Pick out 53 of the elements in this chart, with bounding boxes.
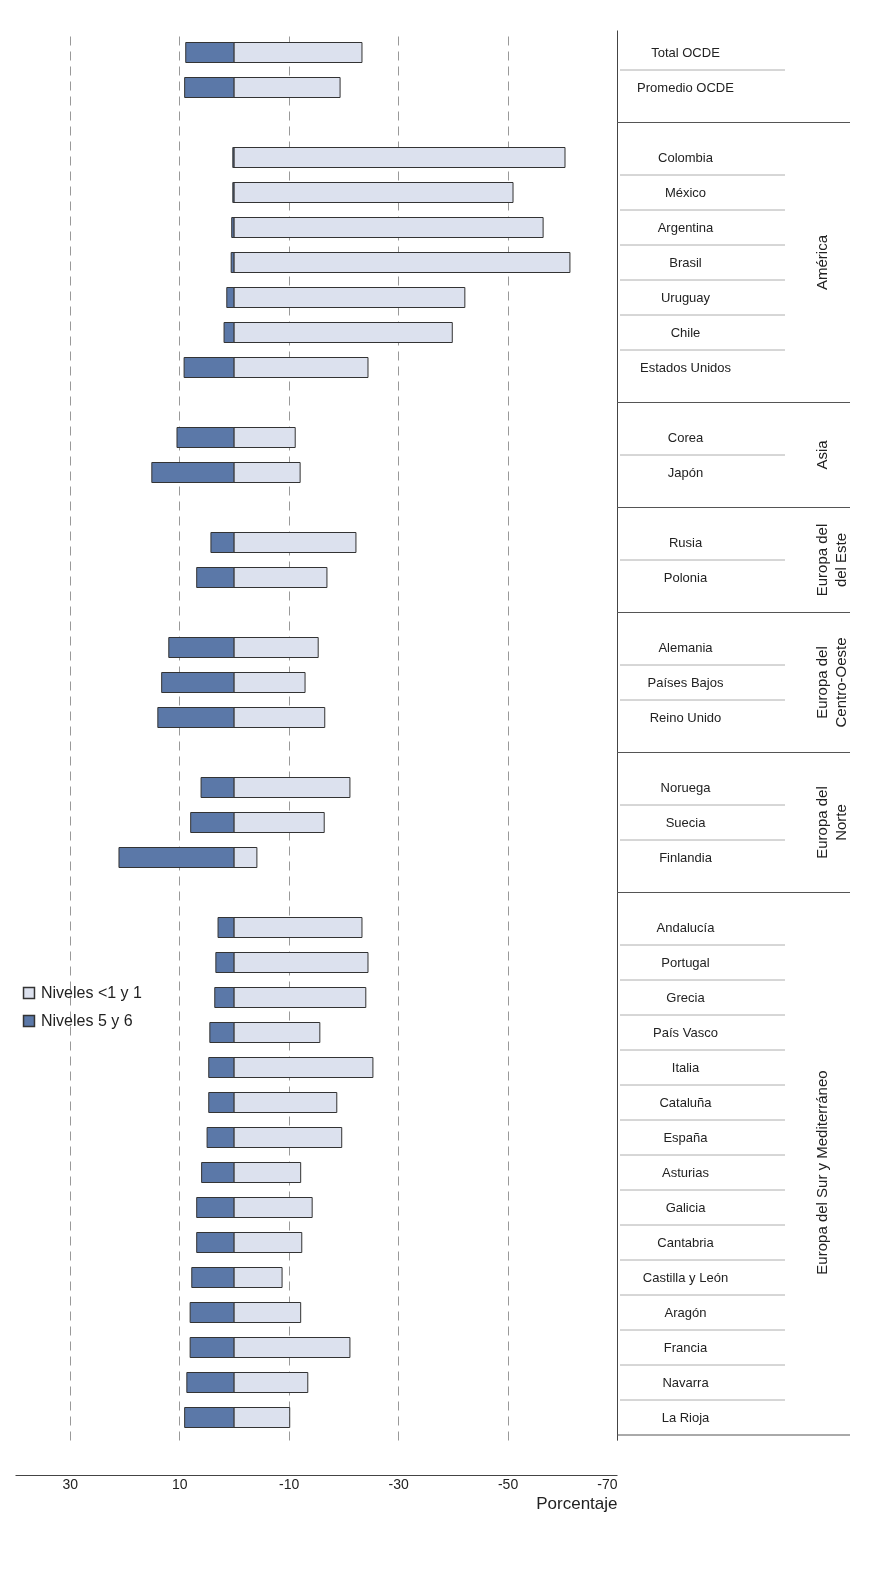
y-tick-label: Uruguay	[660, 290, 711, 305]
y-tick-label: Polonia	[663, 570, 708, 585]
y-tick-label: Chile	[670, 325, 701, 340]
bar	[233, 217, 544, 238]
y-tick-label: Alemania	[658, 640, 714, 655]
bar	[233, 252, 571, 273]
legend-label: Niveles <1 y 1	[41, 984, 143, 1001]
y-tick-label: Cataluña	[659, 1095, 713, 1110]
y-tick-label: Estados Unidos	[639, 360, 732, 375]
y-tick-label: Rusia	[668, 535, 703, 550]
bar	[233, 182, 514, 203]
text: Europa del Centro-Oeste	[813, 637, 849, 728]
y-tick-label: Italia	[671, 1060, 700, 1075]
x-tick-label: 10	[171, 1475, 188, 1492]
x-axis-title: Porcentaje	[536, 1493, 618, 1513]
y-tick-label: Noruega	[660, 780, 712, 795]
text: Europa del Norte	[813, 786, 849, 859]
x-tick-label: 30	[62, 1475, 79, 1492]
text: Europa del Sur y Mediterráneo	[813, 1070, 830, 1275]
y-tick-label: Total OCDE	[651, 45, 721, 60]
y-tick-label: México	[664, 185, 707, 200]
y-tick-label: Andalucía	[656, 920, 716, 935]
y-tick-label: Reino Unido	[649, 710, 722, 725]
y-tick-label: Castilla y León	[642, 1270, 729, 1285]
x-tick-label: -30	[388, 1475, 409, 1492]
y-tick-label: Asturias	[662, 1165, 710, 1180]
text: Europa del del Este	[813, 523, 849, 597]
y-tick-label: España	[663, 1130, 709, 1145]
legend-label: Niveles 5 y 6	[41, 1012, 133, 1029]
y-tick-label: Argentina	[657, 220, 715, 235]
y-tick-label: Grecia	[666, 990, 706, 1005]
y-tick-label: Corea	[667, 430, 704, 445]
y-tick-label: Países Bajos	[647, 675, 724, 690]
y-tick-label: Navarra	[662, 1375, 710, 1390]
x-tick-label: -50	[497, 1475, 519, 1492]
y-tick-label: Aragón	[664, 1305, 707, 1320]
text: Asia	[813, 439, 830, 470]
y-tick-label: País Vasco	[653, 1025, 718, 1040]
bar	[233, 147, 566, 168]
y-tick-label: Brasil	[669, 255, 702, 270]
y-tick-label: Colombia	[658, 150, 714, 165]
x-tick-label: -70	[597, 1475, 618, 1492]
y-tick-label: Suecia	[665, 815, 707, 830]
y-tick-label: Cantabria	[657, 1235, 715, 1250]
y-tick-label: Finlandia	[659, 850, 713, 865]
y-tick-label: Promedio OCDE	[637, 80, 735, 95]
y-tick-label: La Rioja	[661, 1410, 711, 1425]
x-tick-label: -10	[279, 1475, 300, 1492]
y-tick-label: Francia	[663, 1340, 708, 1355]
y-tick-label: Galicia	[665, 1200, 707, 1215]
text: América	[813, 234, 830, 291]
y-tick-label: Portugal	[661, 955, 710, 970]
y-tick-label: Japón	[667, 465, 704, 480]
